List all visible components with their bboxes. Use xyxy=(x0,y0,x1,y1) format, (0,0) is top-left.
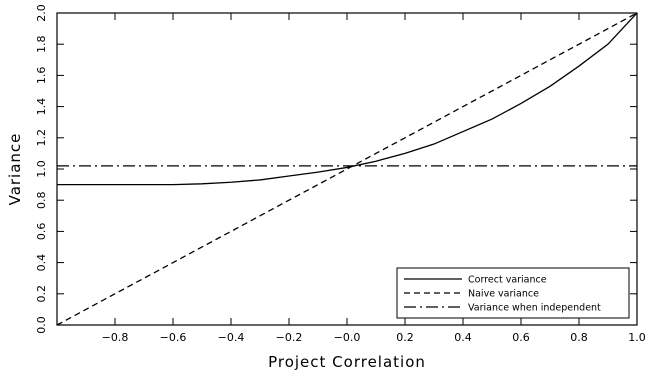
x-tick-label: 0.6 xyxy=(512,331,530,344)
series-layer xyxy=(56,12,638,326)
y-tick-label: 0.8 xyxy=(35,191,48,209)
y-tick-label: 1.6 xyxy=(35,67,48,85)
y-tick-label: 0.2 xyxy=(35,285,48,303)
axis-layer: −0.8 −0.6 −0.4 −0.2 −0.0 0.2 0.4 0.6 0.8 1.0 0.0 0.… xyxy=(35,4,646,344)
y-axis-title: Variance xyxy=(6,133,24,206)
x-tick-label: 0.8 xyxy=(570,331,588,344)
y-tick-label: 0.6 xyxy=(35,223,48,241)
x-tick-label: 0.4 xyxy=(454,331,472,344)
x-tick-label: −0.0 xyxy=(334,331,361,344)
legend-label-0: Correct variance xyxy=(468,275,547,286)
x-tick-label: −0.8 xyxy=(102,331,129,344)
x-axis-title: Project Correlation xyxy=(268,353,426,371)
x-tick-label: 0.2 xyxy=(396,331,414,344)
x-tick-label: −0.6 xyxy=(160,331,187,344)
legend-items: Correct variance Naive variance Variance w… xyxy=(404,275,601,314)
legend: Correct variance Naive variance Variance w… xyxy=(396,267,630,319)
y-tick-label: 0.4 xyxy=(35,254,48,272)
y-tick-label: 1.8 xyxy=(35,35,48,53)
x-tick-label: −0.4 xyxy=(218,331,245,344)
x-tick-label: −0.2 xyxy=(276,331,303,344)
y-tick-label: 1.0 xyxy=(35,160,48,178)
x-tick-label: 1.0 xyxy=(628,331,646,344)
legend-label-2: Variance when independent xyxy=(468,303,601,314)
series-line-0 xyxy=(57,12,638,186)
y-tick-label: 0.0 xyxy=(35,316,48,334)
legend-label-1: Naive variance xyxy=(468,289,539,300)
y-tick-label: 2.0 xyxy=(35,4,48,22)
y-tick-label: 1.2 xyxy=(35,129,48,147)
y-tick-label: 1.4 xyxy=(35,98,48,116)
